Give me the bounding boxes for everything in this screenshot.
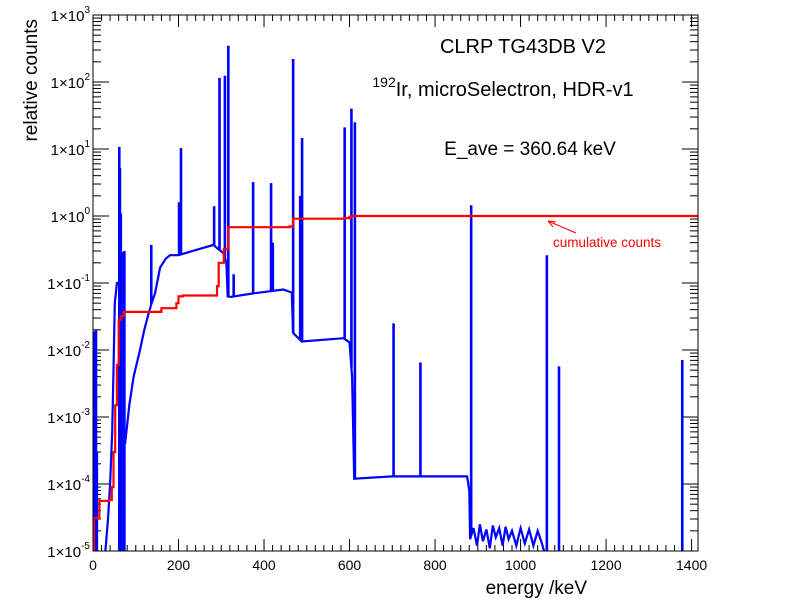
- spectrum-series: [93, 45, 684, 551]
- x-tick-labels: 0 200 400 600 800 1000 1200 1400: [89, 557, 707, 573]
- y-tick-base: 1×10: [47, 343, 81, 360]
- spectrum-continuum: [104, 281, 119, 551]
- y-tick-base: 1×10: [51, 142, 85, 159]
- y-tick-exponent: -5: [81, 541, 90, 552]
- y-tick-label: 1×10-2: [47, 340, 90, 360]
- x-tick-label: 400: [252, 557, 276, 573]
- x-tick-label: 1000: [505, 557, 536, 573]
- y-axis-label: relative counts: [21, 19, 42, 142]
- x-axis-label: energy /keV: [486, 578, 588, 599]
- y-tick-label: 1×10-1: [47, 273, 90, 293]
- plot-frame: [92, 14, 699, 552]
- x-tick-label: 800: [423, 557, 447, 573]
- y-tick-base: 1×10: [47, 276, 81, 293]
- y-tick-exponent: 0: [84, 206, 90, 217]
- isotope-mass-superscript: 192: [372, 74, 396, 90]
- y-tick-exponent: -3: [81, 407, 90, 418]
- y-tick-labels: 1×10-51×10-41×10-31×10-21×10-11×1001×101…: [47, 5, 90, 561]
- y-tick-label: 1×10-5: [47, 541, 90, 561]
- x-tick-label: 600: [338, 557, 362, 573]
- y-tick-base: 1×10: [51, 209, 85, 226]
- y-tick-label: 1×102: [51, 72, 91, 92]
- y-tick-label: 1×10-3: [47, 407, 90, 427]
- y-tick-exponent: 3: [84, 5, 90, 16]
- y-tick-exponent: 1: [84, 139, 90, 150]
- chart-subtitle: 192Ir, microSelectron, HDR-v1: [372, 74, 633, 101]
- chart-title: CLRP TG43DB V2: [440, 36, 606, 58]
- cumulative-line: [93, 214, 698, 551]
- y-tick-label: 1×103: [51, 5, 91, 25]
- average-energy-label: E_ave = 360.64 keV: [444, 139, 616, 160]
- y-tick-base: 1×10: [47, 477, 81, 494]
- y-tick-base: 1×10: [51, 8, 85, 25]
- subtitle-text: Ir, microSelectron, HDR-v1: [396, 79, 634, 101]
- y-tick-label: 1×10-4: [47, 474, 90, 494]
- y-tick-base: 1×10: [51, 75, 85, 92]
- y-tick-exponent: -1: [81, 273, 90, 284]
- y-tick-label: 1×100: [51, 206, 91, 226]
- y-tick-exponent: -2: [81, 340, 90, 351]
- y-tick-base: 1×10: [47, 544, 81, 561]
- arrowhead-icon: [547, 220, 557, 228]
- y-tick-exponent: 2: [84, 72, 90, 83]
- y-tick-label: 1×101: [51, 139, 91, 159]
- cumulative-counts-annotation: cumulative counts: [553, 235, 661, 250]
- y-tick-exponent: -4: [81, 474, 90, 485]
- annotation-arrow: [547, 220, 577, 234]
- x-tick-label: 0: [89, 557, 97, 573]
- spectrum-continuum: [124, 243, 546, 551]
- y-tick-base: 1×10: [47, 410, 81, 427]
- x-tick-label: 1400: [676, 557, 707, 573]
- x-tick-label: 200: [167, 557, 191, 573]
- cumulative-series: [93, 214, 698, 551]
- x-tick-label: 1200: [590, 557, 621, 573]
